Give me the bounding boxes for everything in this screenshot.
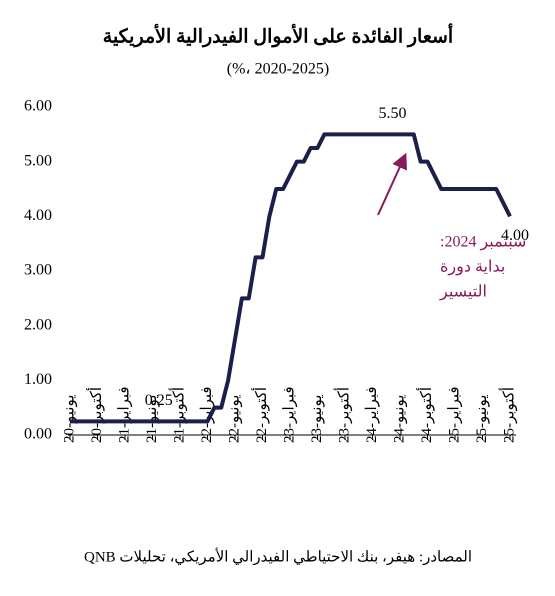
x-tick-label: يونيو-22: [226, 395, 242, 443]
x-tick-label: أكتوبر-20: [86, 387, 105, 443]
x-tick-label: فبراير-21: [116, 386, 132, 443]
annotation: سبتمبر 2024:: [440, 234, 526, 251]
line: [70, 132, 512, 424]
annotation: بداية دورة: [440, 259, 505, 276]
y-tick-label: 3.00: [24, 262, 52, 279]
y-tick-label: 5.00: [24, 152, 52, 169]
x-tick-label: أكتوبر-24: [416, 387, 435, 443]
annotation: التيسير: [439, 284, 487, 301]
y-tick-label: 4.00: [24, 207, 52, 224]
x-tick-label: أكتوبر-25: [498, 387, 517, 443]
source: المصادر: هيفر، بنك الاحتياطي الفيدرالي ا…: [84, 547, 472, 565]
chart-subtitle: (%، 2020-2025): [227, 61, 329, 78]
x-tick-label: فبراير-23: [281, 386, 297, 443]
x-tick-label: فبراير-24: [364, 386, 380, 443]
x-tick-label: يونيو-21: [144, 395, 160, 443]
chart-title: أسعار الفائدة على الأموال الفيدرالية الأ…: [103, 22, 453, 47]
x-tick-label: فبراير-22: [199, 386, 215, 443]
x-tick-label: أكتوبر-22: [251, 387, 270, 443]
y-tick-label: 2.00: [24, 316, 52, 333]
x-tick-label: يونيو-20: [61, 395, 77, 443]
x-tick-label: يونيو-24: [391, 395, 407, 443]
y-tick-label: 1.00: [24, 371, 52, 388]
x-tick-label: أكتوبر-23: [333, 387, 352, 443]
data-label: 5.50: [379, 105, 407, 122]
y-tick-label: 6.00: [24, 98, 52, 115]
y-tick-label: 0.00: [24, 426, 52, 443]
data-label: 0.25: [145, 392, 173, 409]
x-tick-label: يونيو-23: [309, 395, 325, 443]
x-tick-label: فبراير-25: [446, 386, 462, 443]
annotation-arrow: [377, 152, 407, 216]
data-label: 4.00: [501, 227, 529, 244]
x-tick-label: يونيو-25: [474, 395, 490, 443]
x-tick-label: أكتوبر-21: [168, 387, 187, 443]
